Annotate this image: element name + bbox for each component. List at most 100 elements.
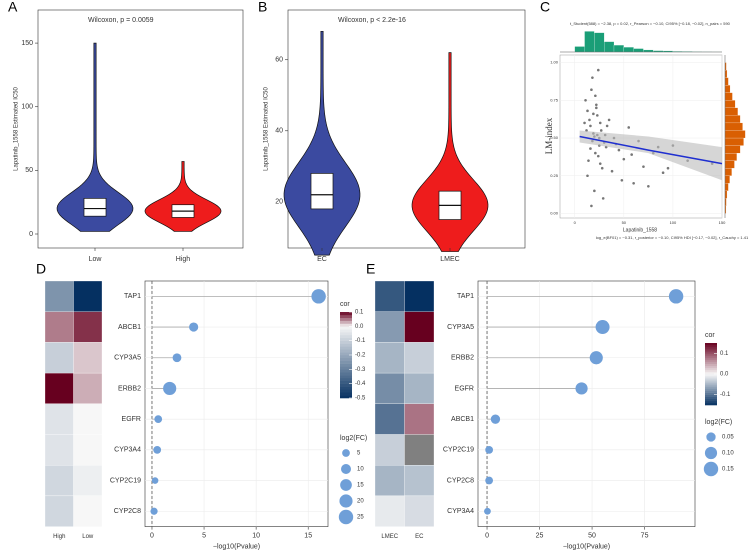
y-tick-label: ERBB2 [118, 385, 141, 392]
heat-cell [404, 311, 435, 343]
plot-frame [287, 9, 526, 249]
colorbar-step [340, 377, 352, 382]
hist-bar [594, 32, 605, 53]
point [588, 118, 591, 122]
heat-cell [44, 280, 74, 312]
colorbar-label: -0.4 [355, 381, 366, 387]
y-tick-label: TAP1 [457, 293, 474, 300]
point [593, 189, 596, 193]
y-tick-label: 0.50 [550, 135, 559, 140]
panel-label: E [366, 261, 375, 277]
colorbar-step [705, 402, 717, 406]
colorbar-step [340, 372, 352, 376]
colorbar-step [340, 312, 352, 316]
heat-cell [73, 403, 103, 435]
x-tick-label: EC [415, 534, 424, 540]
point [599, 129, 603, 132]
colorbar-label: 0.0 [720, 372, 729, 378]
x-tick-label: LMEC [440, 256, 459, 263]
colorbar-step [705, 400, 717, 404]
colorbar-step [340, 357, 352, 362]
x-tick-label: High [176, 256, 191, 263]
colorbar-label: 0.0 [355, 324, 364, 330]
heat-cell [73, 311, 103, 343]
point [647, 185, 650, 188]
y-tick-label: 150 [21, 40, 33, 47]
point [596, 68, 600, 72]
colorbar-label: 0.1 [720, 351, 729, 357]
colorbar-step [340, 355, 352, 359]
heat-cell [374, 372, 405, 404]
y-tick-label: CYP3A5 [114, 355, 141, 362]
x-tick-label: 0 [485, 532, 489, 539]
colorbar-step [340, 360, 352, 364]
colorbar-step [705, 396, 717, 400]
colorbar-step [340, 329, 352, 333]
x-tick-label: 50 [588, 532, 596, 539]
point [620, 178, 624, 182]
hist-bar [724, 183, 729, 191]
violin [56, 42, 134, 232]
y-tick-label: 40 [275, 128, 283, 135]
violin [411, 52, 489, 252]
x-tick-label: Low [82, 534, 94, 540]
hist-bar [604, 41, 615, 53]
annotation: log_e(BF01) = −0.31, r_posterior = −0.10… [596, 235, 749, 240]
colorbar-step [705, 361, 717, 364]
colorbar-step [705, 376, 717, 379]
colorbar-step [340, 332, 352, 336]
dot [189, 322, 199, 332]
hist-bar [724, 130, 746, 139]
hist-bar [724, 85, 731, 93]
colorbar-step [705, 357, 717, 360]
y-axis-label: Lapatinib_1558 Estimated IC50 [14, 86, 20, 170]
colorbar-step [340, 366, 352, 370]
point [584, 98, 587, 102]
heat-cell [73, 280, 103, 312]
colorbar-label: -0.5 [355, 396, 366, 402]
heat-cell [404, 434, 435, 466]
y-tick-label: CYP2C8 [447, 477, 474, 484]
panel-label: C [540, 0, 550, 15]
colorbar-step [340, 343, 352, 347]
size-key [704, 446, 718, 460]
x-tick-label: 75 [641, 532, 649, 539]
colorbar-step [705, 392, 717, 395]
y-tick-label: ABCB1 [451, 416, 474, 423]
colorbar-step [340, 375, 352, 379]
colorbar-step [340, 323, 352, 327]
plot-frame [37, 9, 244, 249]
colorbar-step [705, 355, 717, 358]
heat-cell [404, 465, 435, 497]
point [630, 153, 633, 156]
heat-cell [404, 403, 435, 435]
colorbar-step [705, 345, 717, 348]
size-label: 0.05 [722, 435, 734, 441]
y-tick-label: CYP3A4 [447, 508, 474, 515]
colorbar-step [340, 349, 352, 353]
y-tick-label: CYP2C19 [443, 447, 474, 454]
dot [668, 289, 684, 304]
colorbar-step [340, 314, 352, 319]
colorbar-step [705, 365, 717, 369]
hist-bar [623, 47, 634, 53]
size-key [703, 461, 719, 477]
x-tick-label: Low [89, 256, 103, 263]
heat-cell [404, 342, 435, 374]
colorbar-step [705, 398, 717, 402]
colorbar-step [705, 388, 717, 391]
size-key [338, 509, 354, 525]
dot [490, 414, 501, 424]
colorbar-step [340, 380, 352, 384]
dot [311, 289, 326, 304]
x-tick-label: 25 [536, 532, 544, 539]
heat-cell [44, 372, 74, 404]
heat-cell [374, 280, 405, 312]
point [598, 162, 602, 165]
colorbar-step [340, 369, 352, 373]
colorbar-step [705, 382, 717, 385]
heat-cell [44, 434, 74, 466]
x-tick-label: 100 [670, 220, 677, 225]
heat-cell [44, 465, 74, 497]
hist-bar [724, 168, 732, 176]
